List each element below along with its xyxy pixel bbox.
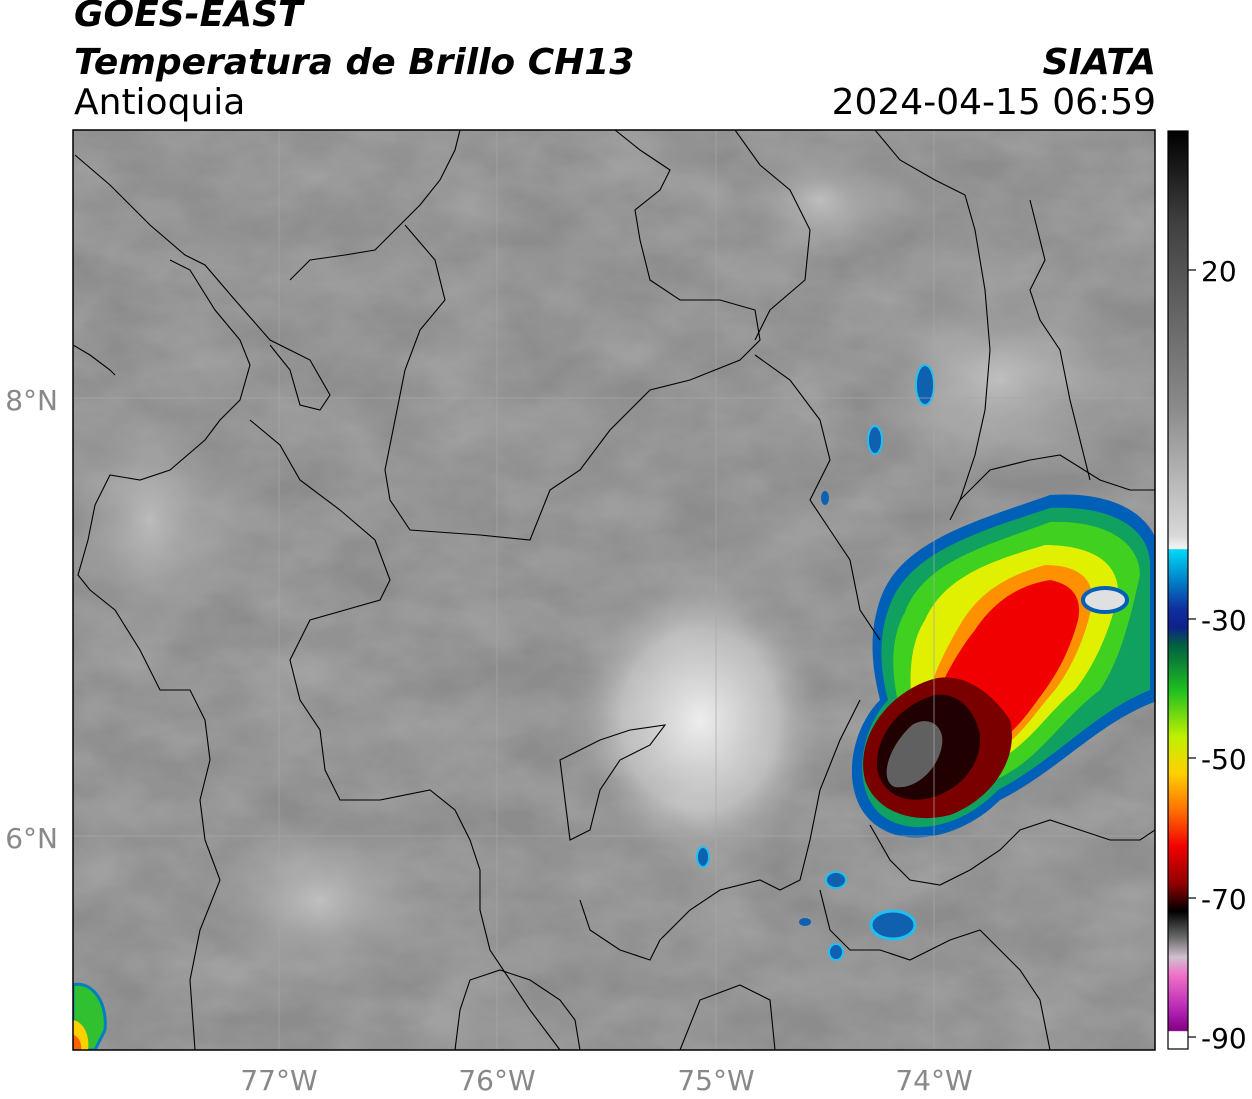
region-title: Antioquia	[74, 82, 246, 123]
lon-label-77w: 77°W	[240, 1064, 317, 1097]
timestamp-label: 2024-04-15 06:59	[831, 82, 1156, 123]
lon-label-76w: 76°W	[458, 1064, 535, 1097]
satellite-title: GOES-EAST	[74, 0, 303, 35]
colorbar-label-minus30: -30	[1201, 604, 1247, 637]
grid-lines	[73, 130, 1155, 1050]
lon-label-74w: 74°W	[895, 1064, 972, 1097]
colorbar-label-minus70: -70	[1201, 883, 1247, 916]
lon-label-75w: 75°W	[677, 1064, 754, 1097]
lat-label-8n: 8°N	[5, 384, 58, 417]
map-frame	[72, 129, 1156, 1051]
colorbar-frame	[1167, 130, 1189, 1050]
organization-label: SIATA	[1042, 42, 1156, 83]
satellite-image	[73, 130, 1155, 1050]
colorbar-label-minus50: -50	[1201, 743, 1247, 776]
colorbar-gradient	[1168, 131, 1188, 1049]
product-title: Temperatura de Brillo CH13	[74, 42, 635, 83]
colorbar-label-minus90: -90	[1201, 1022, 1247, 1055]
lat-label-6n: 6°N	[5, 822, 58, 855]
colorbar-label-20: 20	[1201, 255, 1237, 288]
small-cold-cells	[73, 364, 935, 1050]
political-boundaries	[73, 130, 1155, 1050]
colorbar: 20 -30 -50 -70 -90	[1167, 130, 1247, 1055]
